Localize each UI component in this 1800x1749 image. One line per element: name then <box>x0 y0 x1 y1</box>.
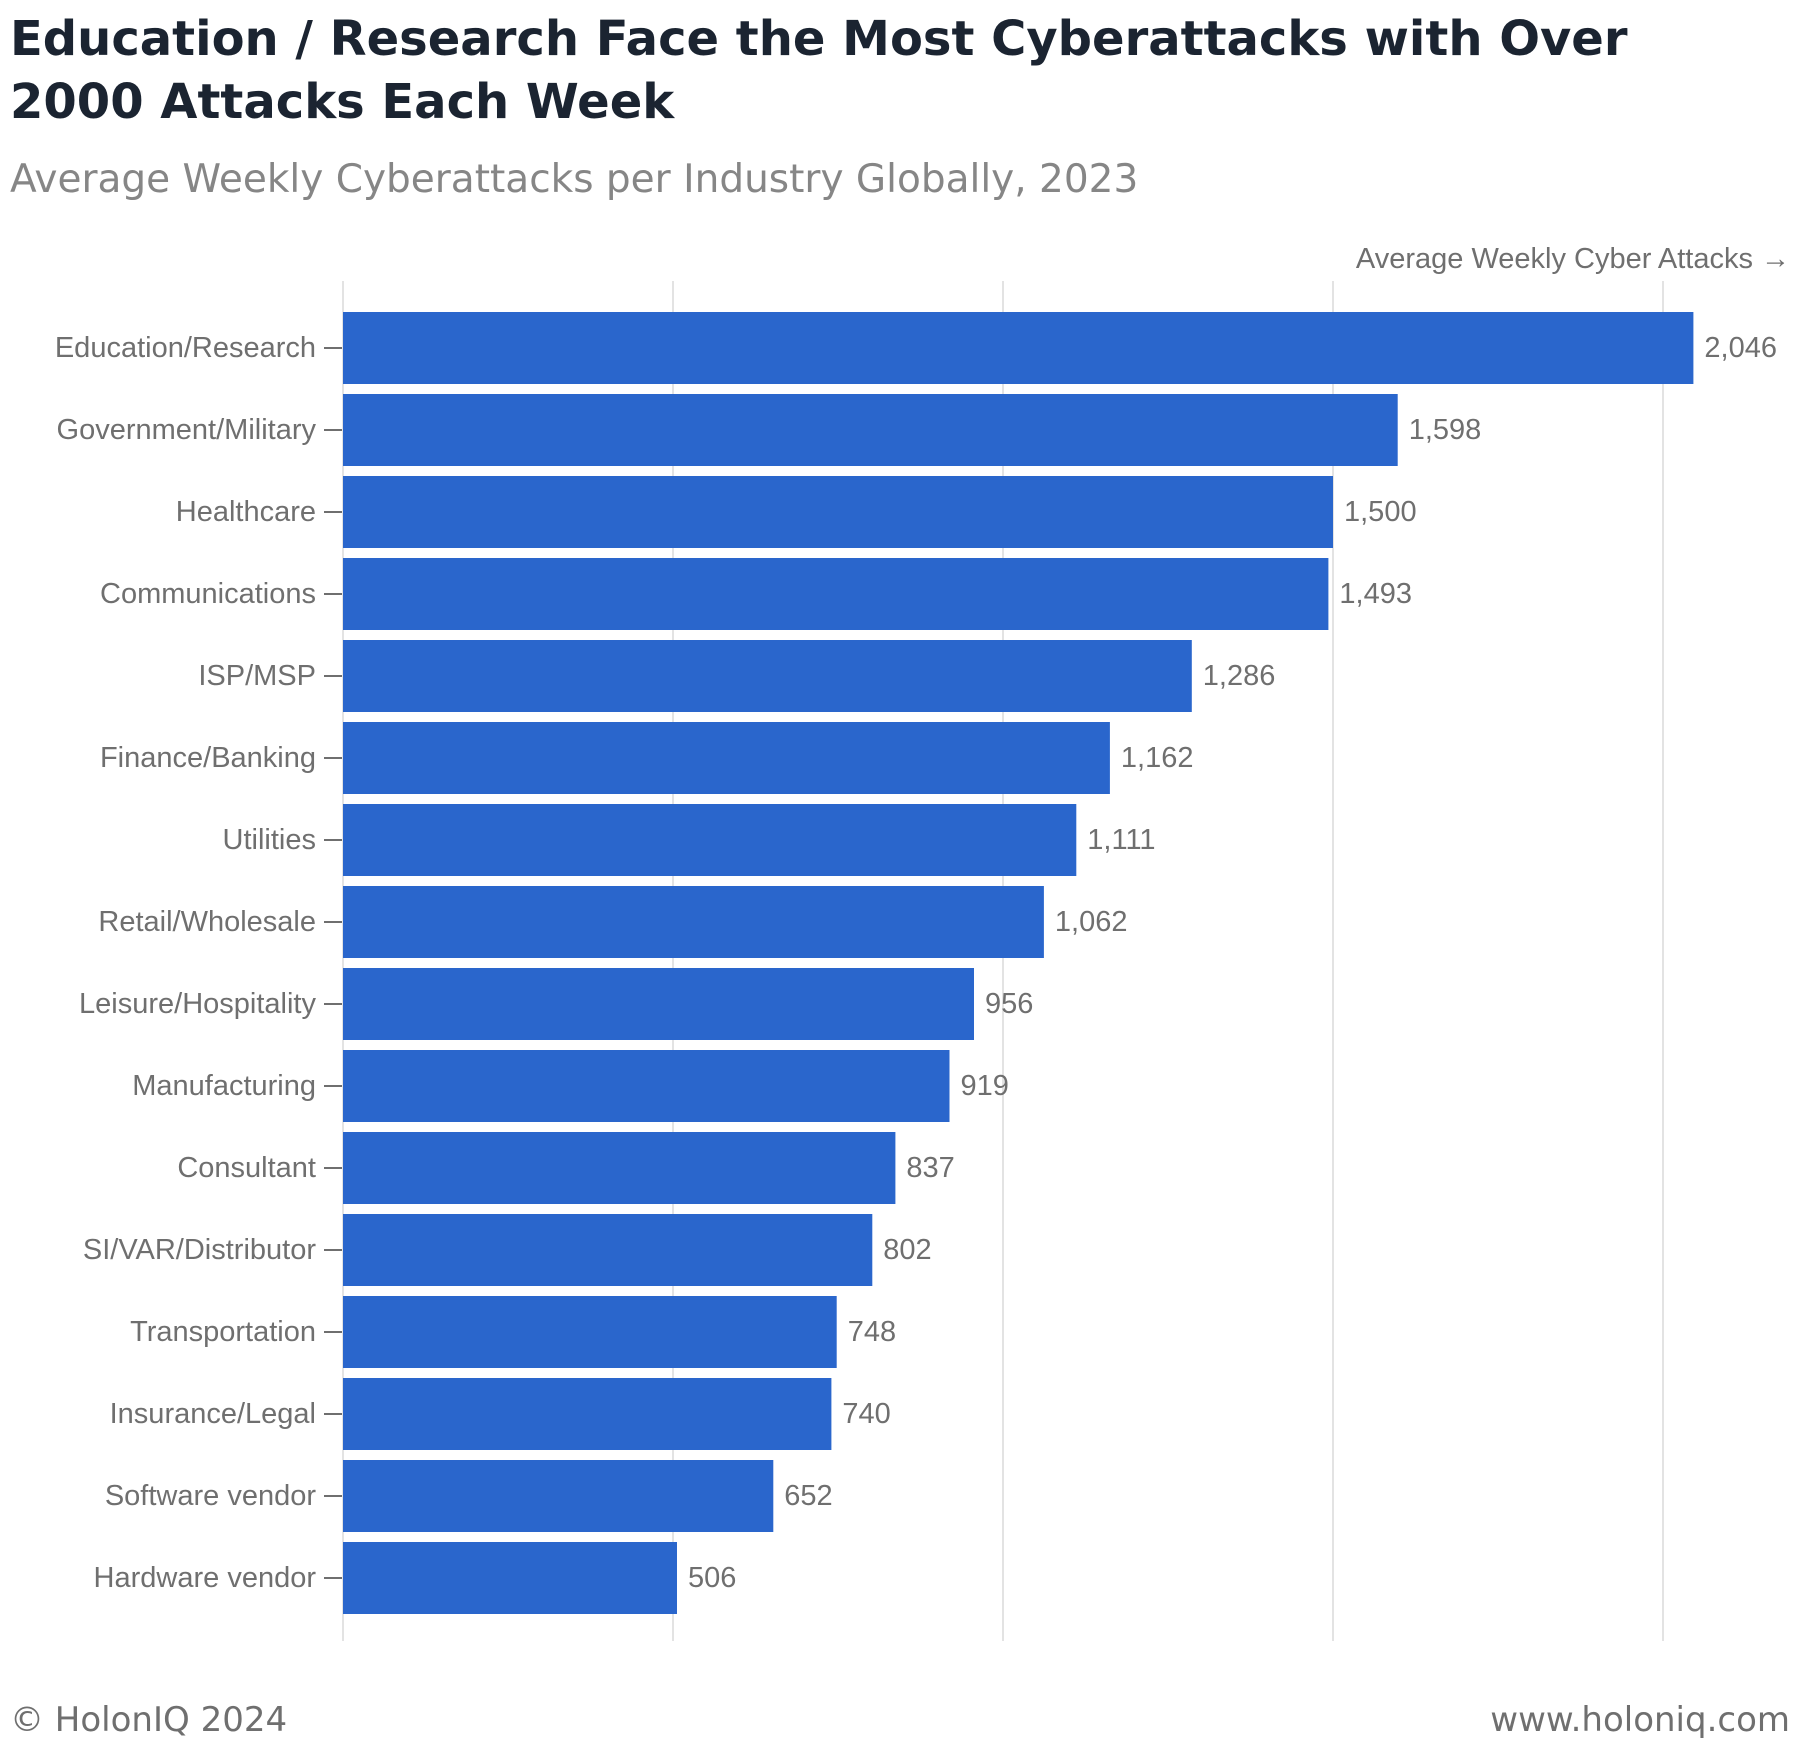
bar <box>343 722 1110 794</box>
value-label: 506 <box>688 1562 736 1594</box>
value-label: 956 <box>985 988 1033 1020</box>
bar <box>343 394 1398 466</box>
bar <box>343 640 1192 712</box>
y-tick-label: Transportation <box>130 1316 316 1348</box>
y-tick-label: Consultant <box>177 1152 316 1184</box>
x-axis-title: Average Weekly Cyber Attacks → <box>1356 243 1790 275</box>
y-tick-label: Software vendor <box>105 1480 317 1512</box>
value-label: 2,046 <box>1704 332 1777 364</box>
website-url: www.holoniq.com <box>1490 1700 1790 1740</box>
chart-subtitle: Average Weekly Cyberattacks per Industry… <box>10 157 1139 202</box>
value-label: 1,493 <box>1339 578 1412 610</box>
y-tick-label: Healthcare <box>176 496 316 528</box>
bar <box>343 886 1044 958</box>
bar <box>343 558 1329 630</box>
bar <box>343 1542 677 1614</box>
value-label: 837 <box>906 1152 954 1184</box>
copyright-notice: © HolonIQ 2024 <box>10 1700 288 1740</box>
value-label: 802 <box>883 1234 931 1266</box>
value-label: 919 <box>961 1070 1009 1102</box>
chart-title: Education / Research Face the Most Cyber… <box>10 11 1628 130</box>
y-tick-label: Hardware vendor <box>94 1562 317 1594</box>
y-tick-label: SI/VAR/Distributor <box>83 1234 316 1266</box>
bar <box>343 1378 832 1450</box>
y-tick-label: Utilities <box>223 824 316 856</box>
bar-chart: Average Weekly Cyber Attacks → 2,046 1,59… <box>55 243 1790 1641</box>
value-labels: 2,046 1,598 1,500 1,493 1,286 1,162 1,111 1,062… <box>688 332 1777 1594</box>
value-label: 1,062 <box>1055 906 1128 938</box>
bar <box>343 312 1694 384</box>
y-tick-label: Insurance/Legal <box>110 1398 316 1430</box>
value-label: 1,500 <box>1344 496 1417 528</box>
y-tick-label: Leisure/Hospitality <box>79 988 316 1020</box>
bar <box>343 476 1333 548</box>
value-label: 748 <box>848 1316 896 1348</box>
bar <box>343 1296 837 1368</box>
y-tick-label: ISP/MSP <box>198 660 316 692</box>
bar <box>343 804 1077 876</box>
y-tick-label: Education/Research <box>55 332 316 364</box>
y-tick-label: Manufacturing <box>132 1070 316 1102</box>
y-tick-label: Finance/Banking <box>100 742 316 774</box>
bar <box>343 1214 873 1286</box>
value-label: 1,598 <box>1409 414 1482 446</box>
y-axis: Education/Research Government/Military Hea… <box>55 332 342 1594</box>
value-label: 652 <box>784 1480 832 1512</box>
bar <box>343 968 974 1040</box>
value-label: 740 <box>842 1398 890 1430</box>
bar <box>343 1132 896 1204</box>
y-tick-label: Communications <box>100 578 316 610</box>
value-label: 1,286 <box>1203 660 1276 692</box>
value-label: 1,111 <box>1087 824 1155 856</box>
value-label: 1,162 <box>1121 742 1194 774</box>
bar <box>343 1050 950 1122</box>
bar <box>343 1460 774 1532</box>
y-tick-label: Retail/Wholesale <box>98 906 316 938</box>
bars <box>343 312 1694 1614</box>
y-tick-label: Government/Military <box>57 414 317 446</box>
